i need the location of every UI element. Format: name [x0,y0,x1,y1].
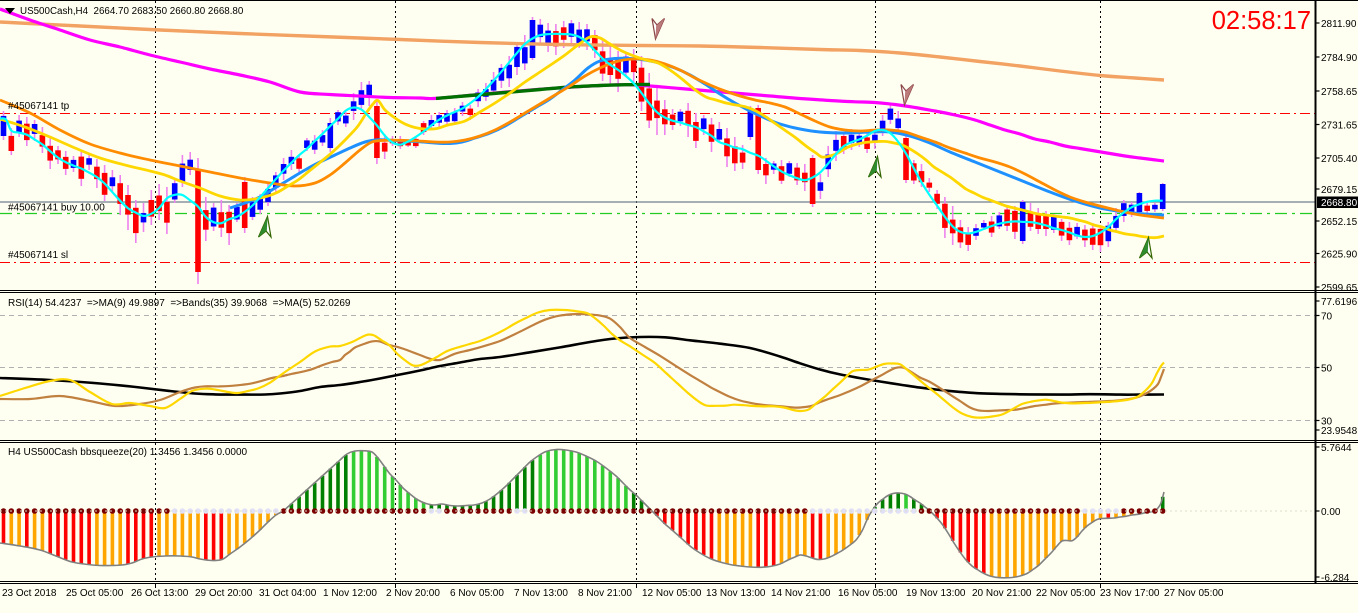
svg-text:6 Nov 05:00: 6 Nov 05:00 [450,588,504,599]
svg-text:22 Nov 05:00: 22 Nov 05:00 [1036,588,1096,599]
svg-text:2784.90: 2784.90 [1321,53,1358,64]
svg-text:0.00: 0.00 [1321,507,1341,518]
svg-text:31 Oct 04:00: 31 Oct 04:00 [259,588,317,599]
svg-text:13 Nov 13:00: 13 Nov 13:00 [706,588,766,599]
svg-text:20 Nov 21:00: 20 Nov 21:00 [972,588,1032,599]
svg-text:2758.65: 2758.65 [1321,87,1358,98]
svg-text:1 Nov 12:00: 1 Nov 12:00 [323,588,377,599]
svg-text:25 Oct 05:00: 25 Oct 05:00 [66,588,124,599]
svg-text:2599.65: 2599.65 [1321,283,1358,294]
svg-text:US500Cash,H4 2664.70 2683.50: US500Cash,H4 2664.70 2683.50 2660.80 266… [20,6,244,17]
svg-text:2705.40: 2705.40 [1321,154,1358,165]
svg-text:23 Oct 2018: 23 Oct 2018 [2,588,57,599]
svg-text:-6.284: -6.284 [1321,573,1350,584]
svg-text:2679.15: 2679.15 [1321,185,1358,196]
svg-text:#45067141 tp: #45067141 tp [8,101,70,112]
svg-text:2625.90: 2625.90 [1321,249,1358,260]
svg-text:29 Oct 20:00: 29 Oct 20:00 [195,588,253,599]
svg-text:2 Nov 20:00: 2 Nov 20:00 [386,588,440,599]
svg-text:16 Nov 05:00: 16 Nov 05:00 [838,588,898,599]
svg-text:7 Nov 13:00: 7 Nov 13:00 [514,588,568,599]
svg-text:77.6196: 77.6196 [1321,297,1358,308]
svg-text:14 Nov 21:00: 14 Nov 21:00 [771,588,831,599]
svg-text:12 Nov 05:00: 12 Nov 05:00 [642,588,702,599]
svg-text:70: 70 [1321,311,1333,322]
svg-text:2811.90: 2811.90 [1321,19,1357,30]
svg-text:#45067141 buy 10.00: #45067141 buy 10.00 [8,203,105,214]
svg-text:23.9548: 23.9548 [1321,426,1358,437]
svg-text:RSI(14) 54.4237 =>MA(9) 49.98: RSI(14) 54.4237 =>MA(9) 49.9897 =>Bands(… [8,298,351,309]
svg-text:#45067141 sl: #45067141 sl [8,250,68,261]
svg-text:8 Nov 21:00: 8 Nov 21:00 [578,588,632,599]
svg-text:2652.15: 2652.15 [1321,217,1358,228]
svg-text:26 Oct 13:00: 26 Oct 13:00 [131,588,189,599]
svg-text:2668.80: 2668.80 [1321,198,1358,209]
svg-text:2731.65: 2731.65 [1321,120,1358,131]
svg-text:27 Nov 05:00: 27 Nov 05:00 [1164,588,1224,599]
svg-text:02:58:17: 02:58:17 [1212,7,1311,35]
svg-text:19 Nov 13:00: 19 Nov 13:00 [906,588,966,599]
svg-text:5.7644: 5.7644 [1321,443,1352,454]
svg-text:50: 50 [1321,363,1333,374]
svg-text:23 Nov 17:00: 23 Nov 17:00 [1100,588,1160,599]
svg-text:30: 30 [1321,416,1333,427]
svg-text:H4 US500Cash bbsqueeze(20) 1.3: H4 US500Cash bbsqueeze(20) 1.3456 1.3456… [8,447,248,458]
